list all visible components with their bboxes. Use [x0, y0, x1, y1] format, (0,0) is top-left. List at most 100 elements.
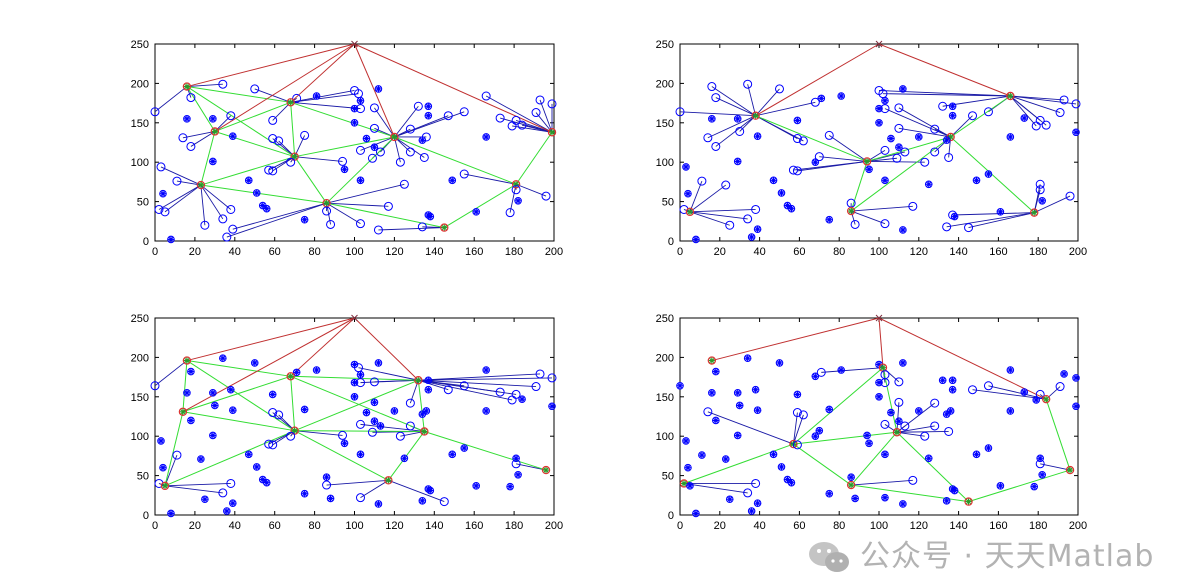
idle-node-marker: [1030, 482, 1039, 491]
member-node-marker: [274, 136, 284, 146]
head-link: [214, 101, 291, 132]
member-node-marker: [1035, 115, 1045, 125]
idle-node-star: [357, 177, 364, 184]
asterisk-stroke: [894, 429, 900, 435]
idle-node-star: [253, 189, 260, 196]
cluster-head-star: [752, 112, 759, 119]
asterisk-stroke: [745, 355, 751, 361]
asterisk-stroke: [224, 508, 230, 514]
member-node-marker: [154, 478, 164, 488]
head-link: [515, 131, 553, 185]
idle-node-marker: [753, 225, 762, 233]
member-link: [326, 183, 405, 204]
member-node-marker: [218, 214, 228, 224]
idle-node-marker: [250, 359, 259, 367]
member-node-marker: [375, 147, 385, 157]
idle-node-marker: [244, 450, 253, 459]
member-link: [154, 86, 188, 113]
y-tick-label: 50: [662, 197, 674, 209]
idle-node-marker: [887, 134, 895, 143]
idle-node-star: [157, 437, 164, 444]
idle-node-star: [301, 216, 308, 223]
idle-node-star: [201, 496, 208, 503]
idle-node-marker: [268, 390, 277, 399]
member-node-marker: [439, 497, 449, 507]
idle-node-star: [876, 105, 882, 112]
asterisk-stroke: [363, 136, 369, 142]
asterisk-stroke: [735, 390, 741, 396]
asterisk-stroke: [483, 367, 489, 373]
asterisk-stroke: [1033, 397, 1039, 403]
cluster-head-star: [1031, 209, 1038, 216]
member-link: [896, 431, 925, 437]
member-link: [360, 479, 389, 499]
head-link: [186, 360, 295, 432]
idle-node-marker: [472, 208, 480, 216]
y-tick-label: 50: [662, 471, 674, 483]
x-tick-label: 60: [269, 246, 281, 258]
member-node-marker: [547, 373, 557, 383]
idle-node-marker: [972, 450, 981, 459]
member-link: [290, 93, 359, 103]
idle-node-star: [167, 510, 174, 517]
idle-node-star: [722, 456, 729, 463]
idle-node-star: [375, 359, 382, 366]
asterisk-stroke: [812, 373, 818, 379]
idle-node-marker: [984, 170, 993, 178]
member-node-marker: [743, 214, 753, 224]
head-link: [866, 136, 951, 162]
cluster-head-marker: [789, 439, 798, 449]
idle-node-marker: [292, 368, 301, 377]
idle-node-marker: [350, 393, 359, 401]
asterisk-stroke: [749, 508, 755, 514]
member-node-marker: [944, 426, 954, 436]
head-link: [968, 469, 1071, 503]
asterisk-stroke: [900, 227, 906, 233]
idle-node-marker: [227, 385, 235, 394]
member-node-marker: [154, 204, 164, 214]
member-node-marker: [1035, 459, 1045, 469]
y-tick-label: 100: [656, 431, 674, 443]
asterisk-stroke: [254, 190, 260, 196]
asterisk-stroke: [1007, 408, 1013, 414]
member-node-marker: [226, 478, 236, 488]
asterisk-stroke: [755, 133, 761, 139]
idle-node-star: [949, 103, 956, 110]
member-link: [707, 115, 756, 139]
asterisk-stroke: [816, 428, 822, 434]
member-link: [1010, 95, 1061, 113]
head-link: [182, 411, 295, 432]
y-tick-label: 150: [656, 118, 674, 130]
idle-node-marker: [875, 393, 883, 401]
asterisk-stroke: [709, 390, 715, 396]
idle-node-star: [788, 205, 795, 212]
idle-node-marker: [948, 111, 957, 120]
idle-node-star: [1021, 389, 1028, 396]
y-tick-label: 250: [131, 39, 149, 51]
member-link: [821, 367, 884, 373]
idle-node-marker: [996, 482, 1005, 490]
member-link: [539, 99, 553, 133]
sink-link: [354, 317, 419, 381]
idle-node-star: [744, 355, 751, 362]
idle-node-star: [401, 455, 408, 462]
idle-node-star: [692, 510, 699, 517]
member-link: [689, 211, 748, 220]
idle-node-star: [1031, 483, 1038, 490]
cluster-head-marker: [1006, 91, 1015, 101]
y-tick-label: 0: [668, 510, 674, 522]
asterisk-stroke: [357, 451, 363, 457]
idle-node-marker: [950, 212, 959, 221]
idle-node-marker: [895, 143, 903, 152]
head-link: [850, 136, 951, 212]
asterisk-stroke: [375, 360, 381, 366]
member-node-marker: [399, 179, 409, 189]
member-link: [164, 184, 202, 213]
idle-node-star: [866, 166, 873, 173]
idle-node-marker: [787, 478, 796, 487]
wechat-icon: [808, 540, 850, 574]
idle-node-star: [899, 85, 906, 92]
asterisk-stroke: [1007, 93, 1013, 99]
asterisk-stroke: [888, 136, 894, 142]
member-link: [388, 479, 445, 503]
